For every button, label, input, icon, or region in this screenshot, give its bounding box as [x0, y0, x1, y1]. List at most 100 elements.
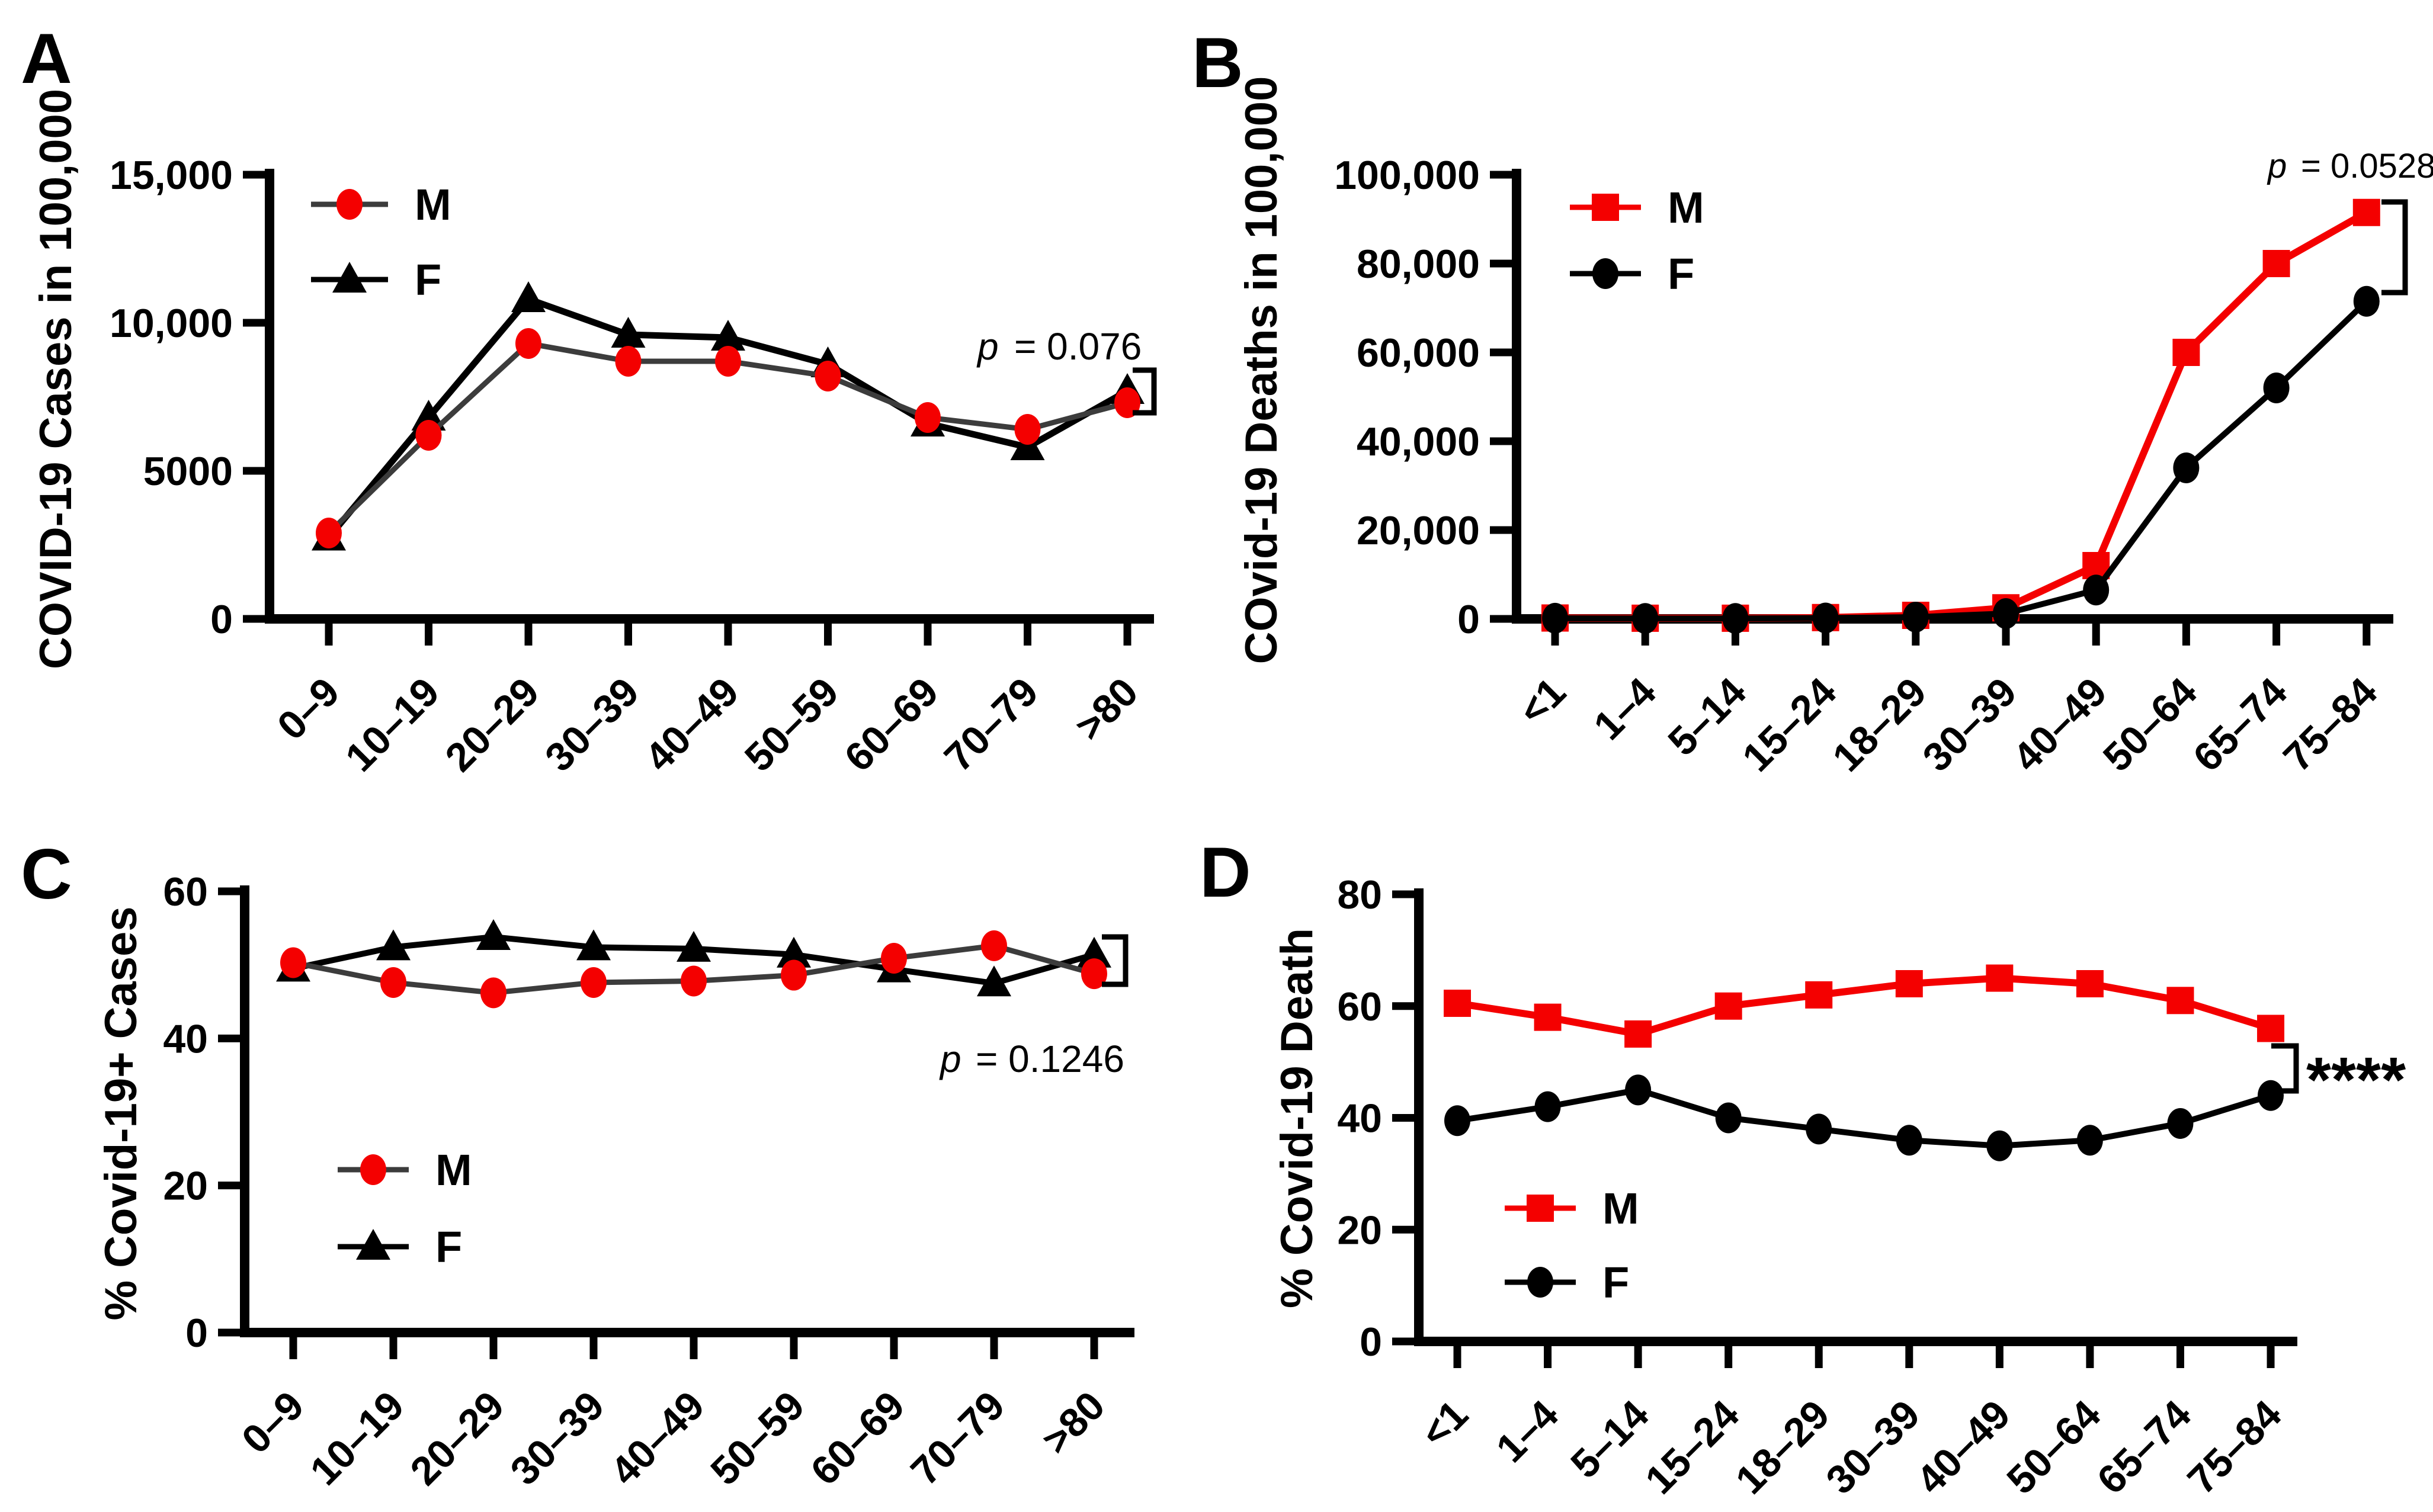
f-data-point	[1812, 602, 1839, 634]
x-tick-label: 1–4	[1585, 669, 1665, 749]
m-data-point	[881, 942, 907, 974]
f-data-point	[2353, 285, 2380, 317]
panel-letter-d: D	[1200, 833, 1251, 912]
m-data-point	[2172, 339, 2200, 366]
f-data-point	[1993, 598, 2019, 629]
y-tick-label: 60,000	[1357, 330, 1480, 375]
m-data-point	[316, 518, 342, 548]
y-axis-title-b: COvid-19 Deaths in 100,000	[1236, 76, 1287, 664]
x-tick-label: 15–24	[1637, 1392, 1748, 1503]
x-tick-label: 30–39	[1914, 669, 2025, 780]
f-data-point	[2263, 373, 2290, 403]
f-data-point	[376, 929, 411, 961]
comparison-bracket	[2381, 199, 2408, 296]
f-data-point	[411, 400, 446, 431]
x-tick-label: >80	[1066, 669, 1146, 749]
m-data-point	[2262, 250, 2290, 277]
significance-stars: ****	[2306, 1044, 2406, 1115]
legend-marker-m	[336, 189, 363, 220]
f-data-point	[1902, 602, 1929, 633]
x-tick-label: 30–39	[1817, 1392, 1928, 1503]
f-data-point	[1542, 602, 1568, 634]
y-tick-label: 20,000	[1357, 508, 1480, 553]
y-tick-label: 40,000	[1357, 419, 1480, 464]
y-tick-label: 100,000	[1334, 153, 1480, 198]
x-tick-label: 30–39	[502, 1383, 613, 1494]
p-value-symbol: p	[939, 1038, 961, 1080]
y-tick-label: 0	[185, 1311, 208, 1356]
m-data-point	[280, 947, 306, 978]
f-data-point	[2076, 1125, 2103, 1156]
plot-area-a: 0 5000 10,000 15,000 0–910–1920–2930–3940–49…	[110, 153, 1157, 780]
x-tick-label: 15–24	[1734, 669, 1845, 781]
legend-label-f: F	[415, 255, 441, 304]
y-tick-label: 80,000	[1357, 242, 1480, 287]
legend-marker-m	[1527, 1195, 1554, 1222]
y-tick-label: 60	[1337, 984, 1382, 1029]
legend-label-f: F	[435, 1222, 462, 1272]
f-data-point	[977, 965, 1011, 997]
m-data-point	[1986, 964, 2014, 992]
m-data-point	[1081, 958, 1107, 990]
x-tick-label: 40–49	[636, 669, 747, 780]
f-data-point	[1986, 1130, 2013, 1161]
legend-label-f: F	[1602, 1258, 1629, 1307]
p-value-text: = 0.0528	[2301, 147, 2433, 185]
f-data-point	[1444, 1105, 1470, 1137]
m-data-point	[2352, 198, 2380, 226]
legend-label-m: M	[1602, 1184, 1639, 1233]
f-data-point	[1632, 603, 1659, 634]
x-tick-label: <1	[1412, 1392, 1477, 1456]
legend-label-m: M	[435, 1145, 472, 1195]
y-tick-label: 10,000	[110, 301, 233, 346]
legend-marker-f	[1527, 1267, 1553, 1298]
m-data-point	[615, 346, 642, 377]
x-tick-label: 75–84	[2275, 669, 2386, 781]
f-data-point	[611, 317, 646, 348]
f-data-point	[2173, 452, 2200, 483]
y-tick-label: 0	[1360, 1320, 1382, 1365]
f-data-point	[1896, 1125, 1922, 1156]
x-tick-label: 18–29	[1824, 669, 1935, 780]
panel-a: A COVID-19 Cases in 100,000 0 5000 10,000 1…	[21, 19, 1157, 780]
m-data-point	[2166, 987, 2194, 1015]
y-tick-label: 40	[1337, 1096, 1382, 1141]
x-tick-label: 10–19	[302, 1383, 412, 1494]
f-series-line	[1457, 1087, 2272, 1149]
y-tick-label: 5000	[143, 449, 233, 494]
y-tick-label: 15,000	[110, 153, 233, 198]
x-tick-label: 75–84	[2179, 1392, 2290, 1503]
m-data-point	[815, 361, 841, 391]
f-data-point	[511, 281, 546, 312]
comparison-bracket	[1133, 367, 1157, 416]
f-data-point	[2083, 574, 2110, 606]
f-series-line	[1554, 299, 2369, 622]
legend-marker-f	[356, 1229, 390, 1260]
m-data-point	[781, 959, 807, 991]
x-tick-label: 70–79	[902, 1383, 1013, 1494]
x-tick-label: 20–29	[437, 669, 547, 780]
m-data-point	[1534, 1003, 1562, 1031]
m-data-point	[1444, 990, 1471, 1017]
y-tick-label: 60	[163, 869, 208, 914]
comparison-bracket	[1102, 934, 1129, 987]
y-tick-label: 80	[1337, 872, 1382, 917]
x-tick-label: 18–29	[1727, 1392, 1838, 1503]
x-tick-label: 40–49	[602, 1383, 713, 1494]
panel-b: B COvid-19 Deaths in 100,000 0 20,000 40,0…	[1192, 23, 2433, 780]
m-data-point	[515, 328, 541, 359]
axes	[1512, 169, 2393, 624]
f-data-point	[1625, 1074, 1652, 1106]
x-tick-label: 50–64	[2095, 669, 2206, 781]
x-tick-label: 40–49	[1908, 1392, 2019, 1503]
m-data-point	[415, 420, 442, 451]
x-tick-label: 50–59	[702, 1383, 813, 1494]
panel-letter-b: B	[1192, 23, 1243, 102]
y-axis-title-d: % Covid-19 Death	[1272, 928, 1322, 1308]
m-data-point	[981, 930, 1007, 961]
f-data-point	[1077, 936, 1111, 968]
y-tick-label: 0	[1457, 597, 1480, 642]
